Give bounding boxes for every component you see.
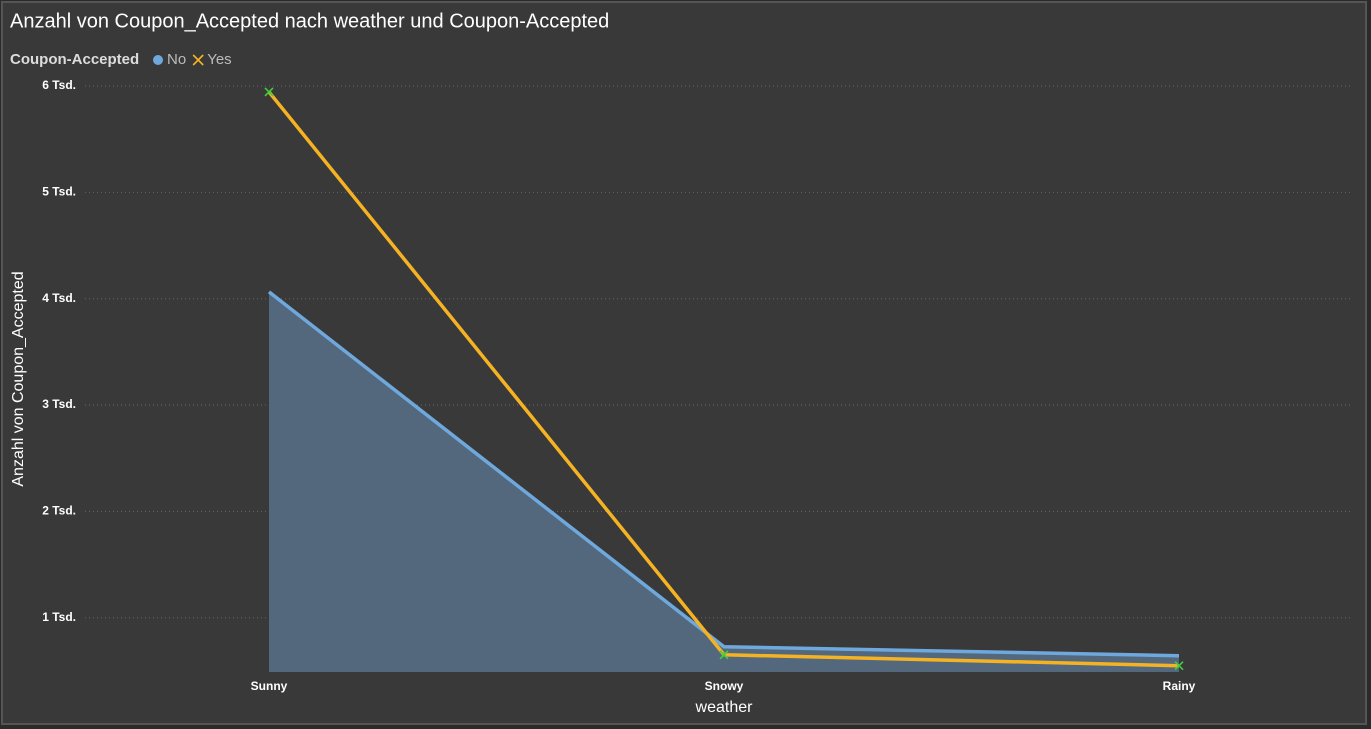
marker xyxy=(264,87,274,97)
marker xyxy=(719,650,729,660)
y-axis-label: Anzahl von Coupon_Accepted xyxy=(10,271,27,486)
chart-title: Anzahl von Coupon_Accepted nach weather … xyxy=(10,10,609,32)
legend-title: Coupon-Accepted xyxy=(10,51,139,68)
x-tick-label: Sunny xyxy=(251,679,288,693)
y-tick-label: 5 Tsd. xyxy=(42,185,76,199)
y-tick-label: 4 Tsd. xyxy=(42,291,76,305)
marker xyxy=(1174,661,1184,671)
y-tick-label: 6 Tsd. xyxy=(42,78,76,92)
y-tick-label: 2 Tsd. xyxy=(42,504,76,518)
legend-marker xyxy=(153,55,163,65)
y-tick-label: 1 Tsd. xyxy=(42,610,76,624)
x-tick-label: Rainy xyxy=(1163,679,1196,693)
x-tick-label: Snowy xyxy=(705,679,744,693)
legend-marker xyxy=(192,54,204,66)
legend-label: Yes xyxy=(207,51,231,68)
y-tick-label: 3 Tsd. xyxy=(42,397,76,411)
line xyxy=(267,290,1180,658)
x-axis-label: weather xyxy=(695,699,754,716)
area xyxy=(269,291,1179,672)
legend-label: No xyxy=(167,51,186,68)
